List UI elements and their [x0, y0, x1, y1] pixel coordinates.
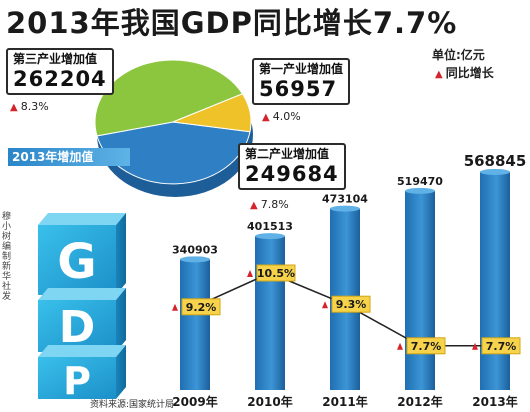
bar-3 [405, 190, 435, 390]
bar-chart: 340903 2009年 401513 2010年 473104 2011年 519470 2… [172, 152, 526, 409]
cube-p: P [38, 345, 126, 403]
growth-triangle-0 [172, 303, 178, 311]
growth-label-box-1 [256, 264, 296, 282]
bar-top-2 [330, 205, 360, 212]
bar-0 [180, 259, 210, 390]
unit-label: 单位:亿元 [432, 48, 485, 62]
source-text: 资料来源:国家统计局 [90, 400, 175, 410]
year-label-2: 2011年 [322, 394, 367, 409]
legend-growth: ▲ 同比增长 [435, 64, 494, 81]
callout-primary-label: 第一产业增加值 [259, 62, 344, 76]
cube-d: D [38, 288, 126, 353]
bar-4 [480, 171, 510, 390]
year-label-4: 2013年 [472, 394, 517, 409]
bar-top-3 [405, 187, 435, 194]
triangle-up-icon: ▲ [262, 112, 270, 123]
growth-tertiary-value: 8.3% [20, 100, 49, 113]
growth-label-box-2 [331, 295, 371, 313]
callout-secondary-label: 第二产业增加值 [245, 147, 330, 161]
bar-1 [255, 236, 285, 390]
callout-tertiary: 第三产业增加值 262204 [6, 48, 114, 95]
growth-triangle-1 [247, 270, 253, 277]
year-label-1: 2010年 [247, 394, 292, 409]
pie-slice-primary [171, 93, 252, 133]
growth-label-2: 9.3% [336, 298, 367, 311]
growth-label-1: 10.5% [257, 267, 295, 280]
growth-secondary-value: 7.8% [260, 198, 289, 211]
bar-top-1 [255, 233, 285, 240]
bar-value-label-2: 473104 [322, 193, 368, 206]
pie-year-label: 2013年增加值 [8, 148, 130, 166]
credit-text: 穆小树编制新华社发 [2, 212, 12, 302]
growth-triangle-4 [472, 342, 478, 350]
growth-tertiary: ▲ 8.3% [10, 100, 49, 113]
callout-tertiary-value: 262204 [13, 67, 107, 91]
letter-p: P [63, 359, 91, 403]
callout-secondary-value: 249684 [245, 162, 339, 186]
bar-value-label-0: 340903 [172, 243, 218, 256]
triangle-up-icon: ▲ [435, 69, 443, 80]
growth-triangle-2 [322, 301, 328, 309]
cube-g: G [38, 213, 126, 295]
bar-value-label-4: 568845 [464, 152, 527, 170]
growth-secondary: ▲ 7.8% [250, 198, 289, 211]
growth-label-box-4 [481, 337, 521, 355]
growth-triangle-3 [397, 342, 403, 350]
triangle-up-icon: ▲ [10, 102, 18, 113]
pie-chart [94, 59, 253, 197]
growth-label-3: 7.7% [411, 340, 442, 353]
legend-growth-label: 同比增长 [445, 66, 494, 80]
callout-primary-value: 56957 [259, 77, 338, 101]
year-label-3: 2012年 [397, 394, 442, 409]
callout-secondary: 第二产业增加值 249684 [238, 143, 346, 190]
bar-top-4 [480, 168, 510, 175]
callout-tertiary-label: 第三产业增加值 [13, 52, 98, 66]
bar-top-0 [180, 256, 210, 263]
growth-label-4: 7.7% [486, 340, 517, 353]
growth-label-0: 9.2% [186, 301, 217, 314]
growth-label-box-3 [406, 337, 446, 355]
bar-value-label-1: 401513 [247, 220, 293, 233]
gdp-block-letters: G D P [38, 213, 126, 403]
chart-title: 2013年我国GDP同比增长7.7% [6, 6, 458, 40]
growth-primary: ▲ 4.0% [262, 110, 301, 123]
callout-primary: 第一产业增加值 56957 [252, 58, 351, 105]
growth-label-box-0 [181, 298, 221, 316]
growth-primary-value: 4.0% [272, 110, 301, 123]
year-label-0: 2009年 [172, 394, 217, 409]
letter-g: G [57, 234, 96, 290]
pie-slice-tertiary [94, 59, 244, 137]
bar-value-label-3: 519470 [397, 175, 443, 188]
triangle-up-icon: ▲ [250, 200, 258, 211]
letter-d: D [59, 302, 96, 353]
